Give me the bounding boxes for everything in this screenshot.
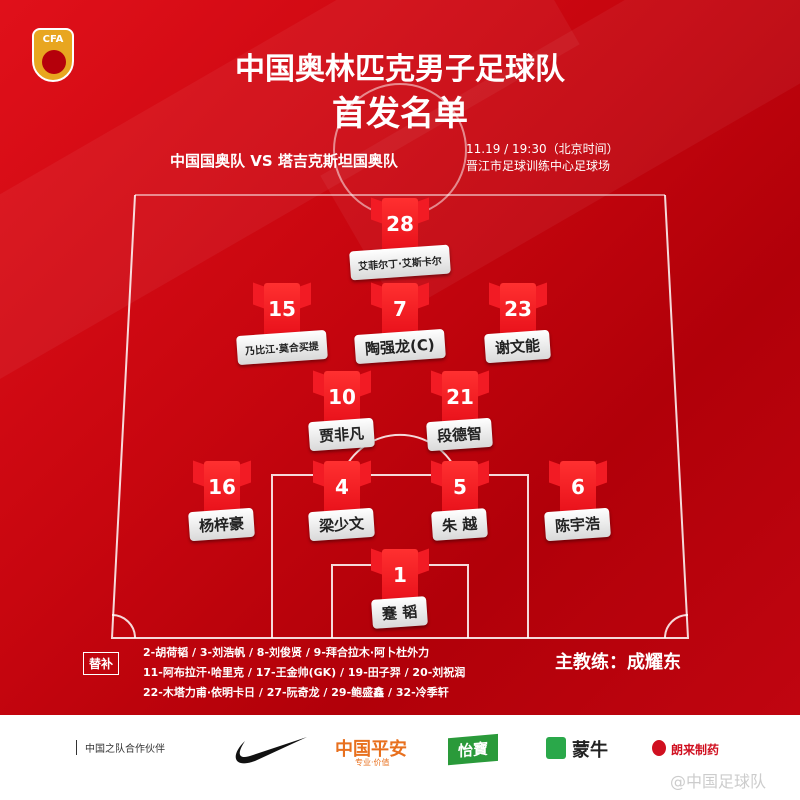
player-number: 21 (446, 385, 474, 409)
player-number: 1 (393, 563, 407, 587)
player-16: 16 杨梓豪 (167, 460, 277, 542)
jersey-icon: 4 (312, 460, 372, 515)
player-number: 15 (268, 297, 296, 321)
player-name-tag: 贾非凡 (308, 417, 376, 452)
player-4: 4 梁少文 (287, 460, 397, 542)
player-name-tag: 陈宇浩 (544, 507, 612, 542)
player-1: 1 蹇 韬 (345, 548, 455, 629)
player-number: 6 (571, 475, 585, 499)
player-name-tag: 陶强龙(C) (354, 328, 446, 365)
substitutes-list: 2-胡荷韬 / 3-刘浩帆 / 8-刘俊贤 / 9-拜合拉木·阿卜杜外力 11-… (143, 643, 465, 703)
player-name-tag: 谢文能 (484, 329, 552, 364)
langlai-logo: 朗来制药 (671, 743, 720, 757)
cfa-logo: CFA (32, 28, 74, 82)
cestbon-logo: 怡寶 (448, 733, 499, 766)
nike-logo (235, 737, 307, 764)
weibo-watermark: @中国足球队 (670, 772, 767, 791)
player-number: 16 (208, 475, 236, 499)
pingan-slogan: 专业·价值 (355, 758, 390, 767)
player-number: 7 (393, 297, 407, 321)
player-7: 7 陶强龙(C) (345, 282, 455, 365)
player-number: 4 (335, 475, 349, 499)
jersey-icon: 21 (430, 370, 490, 425)
jersey-icon: 7 (370, 282, 430, 337)
player-name-tag: 蹇 韬 (371, 596, 429, 629)
player-name-tag: 朱 越 (431, 508, 489, 541)
pingan-logo: 中国平安 (335, 739, 407, 760)
jersey-icon: 6 (548, 460, 608, 515)
jersey-icon: 23 (488, 282, 548, 337)
partners-label: 中国之队合作伙伴 (76, 740, 165, 755)
logo-text: CFA (42, 34, 64, 45)
match-teams: 中国国奥队 VS 塔吉克斯坦国奥队 (170, 152, 398, 170)
player-23: 23 谢文能 (463, 282, 573, 364)
player-6: 6 陈宇浩 (523, 460, 633, 542)
player-number: 28 (386, 212, 414, 236)
match-venue: 晋江市足球训练中心足球场 (466, 159, 611, 173)
mengniu-logo: 蒙牛 (572, 740, 608, 761)
page-title: 中国奥林匹克男子足球队 (235, 52, 565, 87)
player-name-tag: 乃比江·莫合买提 (236, 329, 328, 366)
player-15: 15 乃比江·莫合买提 (227, 282, 337, 366)
head-coach: 主教练：成耀东 (555, 652, 681, 673)
player-number: 5 (453, 475, 467, 499)
substitutes-line: 11-阿布拉汗·哈里克 / 17-王金帅(GK) / 19-田子羿 / 20-刘… (143, 666, 466, 679)
player-name-tag: 梁少文 (308, 507, 376, 542)
jersey-icon: 10 (312, 370, 372, 425)
player-21: 21 段德智 (405, 370, 515, 452)
jersey-icon: 28 (370, 197, 430, 252)
jersey-icon: 1 (370, 548, 430, 603)
lineup-poster: CFA 中国奥林匹克男子足球队 首发名单 中国国奥队 VS 塔吉克斯坦国奥队 1… (0, 0, 800, 715)
substitutes-line: 22-木塔力甫·依明卡日 / 27-阮奇龙 / 29-鲍盛鑫 / 32-冷季轩 (143, 686, 449, 699)
player-5: 5 朱 越 (405, 460, 515, 541)
match-info: 11.19 / 19:30（北京时间） 晋江市足球训练中心足球场 (466, 141, 619, 175)
match-datetime: 11.19 / 19:30（北京时间） (466, 142, 619, 156)
substitutes-label: 替补 (83, 652, 120, 675)
jersey-icon: 5 (430, 460, 490, 515)
player-number: 10 (328, 385, 356, 409)
substitutes-line: 2-胡荷韬 / 3-刘浩帆 / 8-刘俊贤 / 9-拜合拉木·阿卜杜外力 (143, 646, 430, 659)
player-10: 10 贾非凡 (287, 370, 397, 452)
jersey-icon: 16 (192, 460, 252, 515)
player-number: 23 (504, 297, 532, 321)
player-name-tag: 杨梓豪 (188, 507, 256, 542)
player-name-tag: 艾菲尔丁·艾斯卡尔 (349, 244, 451, 281)
mengniu-icon (546, 737, 566, 759)
jersey-icon: 15 (252, 282, 312, 337)
player-28: 28 艾菲尔丁·艾斯卡尔 (345, 197, 455, 281)
player-name-tag: 段德智 (426, 417, 494, 452)
langlai-icon (652, 740, 666, 756)
